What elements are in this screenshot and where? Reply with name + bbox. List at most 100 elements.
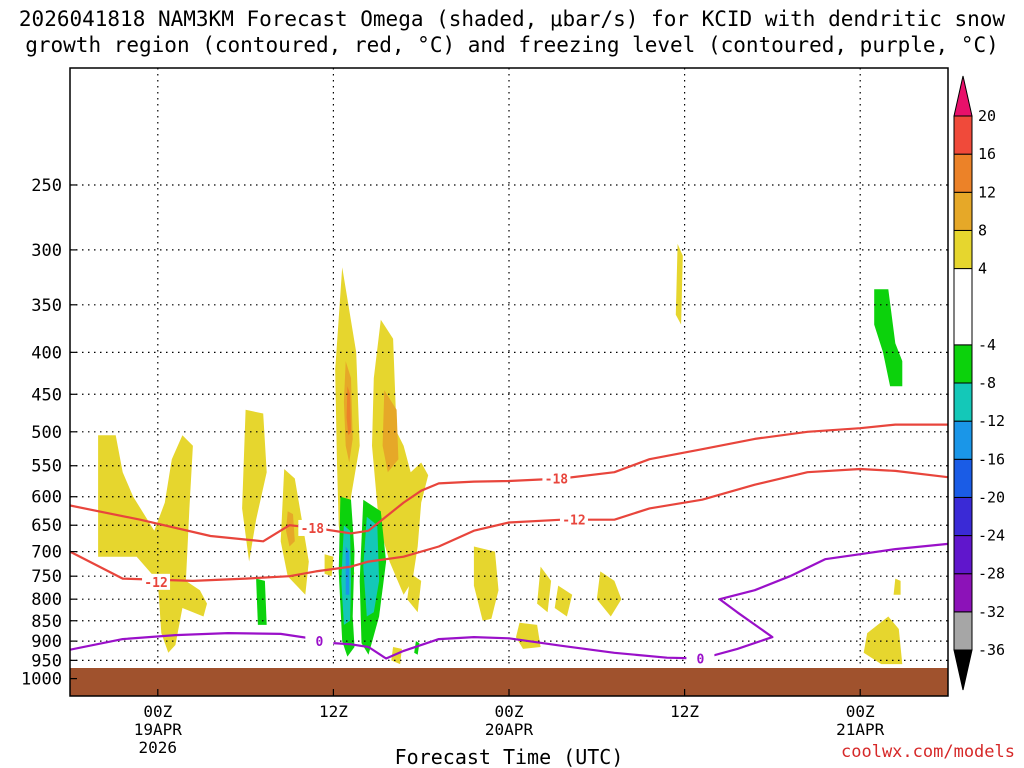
y-tick-label-400: 400 <box>31 343 62 363</box>
x-tick-label-0-1: 19APR <box>134 720 183 739</box>
omega-region-14 <box>554 585 573 617</box>
x-axis-label: Forecast Time (UTC) <box>395 745 624 768</box>
colorbar-bin--12--8 <box>953 382 973 422</box>
colorbar-tick--36: -36 <box>978 641 1005 659</box>
omega-region-6 <box>372 319 429 595</box>
contour-label-bg <box>686 650 715 667</box>
colorbar: 20 16 12 8 4 -4 -8 -12 -16 -20 -24 -28 -32 -36 <box>953 75 1005 691</box>
omega-region-27 <box>874 289 903 387</box>
x-tick-label-4-0: 00Z <box>846 702 875 721</box>
colorbar-bin-12-16 <box>953 153 973 193</box>
omega-shading-layer <box>98 243 903 665</box>
colorbar-bin-16-20 <box>953 115 973 155</box>
colorbar-tick-4: 4 <box>978 260 987 278</box>
contour-label-bg <box>142 573 171 590</box>
colorbar-tick--4: -4 <box>978 336 996 354</box>
y-tick-label-650: 650 <box>31 516 62 536</box>
y-tick-label-1000: 1000 <box>21 670 62 690</box>
omega-region-18 <box>863 616 903 665</box>
colorbar-tick--20: -20 <box>978 488 1005 506</box>
chart-title-line-1: 2026041818 NAM3KM Forecast Omega (shaded… <box>19 7 1006 31</box>
colorbar-tick-12: 12 <box>978 183 996 201</box>
y-tick-label-450: 450 <box>31 385 62 405</box>
colorbar-bin--4-4 <box>953 268 973 346</box>
colorbar-bin--16--12 <box>953 420 973 460</box>
credit-text: coolwx.com/models <box>841 742 1015 762</box>
y-tick-label-250: 250 <box>31 176 62 196</box>
contour-line-1 <box>70 467 948 583</box>
omega-region-20 <box>256 578 267 625</box>
omega-region-1 <box>242 409 267 562</box>
y-tick-label-950: 950 <box>31 651 62 671</box>
y-axis: 2503003504004505005506006507007508008509… <box>21 176 77 690</box>
colorbar-tick-16: 16 <box>978 145 996 163</box>
omega-region-23 <box>414 641 420 655</box>
x-tick-label-0-2: 2026 <box>139 738 178 757</box>
x-tick-label-3-0: 12Z <box>670 702 699 721</box>
omega-region-11 <box>391 647 402 665</box>
y-tick-label-750: 750 <box>31 567 62 587</box>
y-tick-label-850: 850 <box>31 612 62 632</box>
contour-label-2-1: 0 <box>696 652 704 667</box>
colorbar-tick--16: -16 <box>978 450 1005 468</box>
omega-region-0 <box>98 435 207 653</box>
contour-line-2 <box>70 542 948 660</box>
colorbar-tick-20: 20 <box>978 107 996 125</box>
omega-region-26 <box>345 546 350 595</box>
colorbar-bin--8--4 <box>953 344 973 384</box>
colorbar-tick-8: 8 <box>978 221 987 239</box>
x-tick-label-1-0: 12Z <box>319 702 348 721</box>
colorbar-bin-8-12 <box>953 191 973 231</box>
omega-region-8 <box>346 386 351 436</box>
contour-label-group-1-0: -12 <box>142 573 171 591</box>
colorbar-bin--28--24 <box>953 535 973 575</box>
contour-label-group-1-1: -12 <box>559 511 588 529</box>
y-tick-label-600: 600 <box>31 488 62 508</box>
x-tick-label-4-1: 21APR <box>836 720 885 739</box>
gridlines <box>70 68 948 696</box>
contour-label-bg <box>305 633 334 650</box>
omega-region-16 <box>516 622 541 649</box>
omega-region-10 <box>407 573 422 613</box>
omega-region-13 <box>537 566 552 613</box>
contour-label-2-0: 0 <box>315 635 323 650</box>
colorbar-tick--24: -24 <box>978 527 1005 545</box>
contour-label-group-2-1: 0 <box>686 650 715 667</box>
contour-line-0 <box>70 423 948 543</box>
omega-region-15 <box>596 571 622 617</box>
omega-region-12 <box>473 546 499 621</box>
y-tick-label-500: 500 <box>31 423 62 443</box>
x-tick-label-0-0: 00Z <box>143 702 172 721</box>
omega-region-3 <box>286 511 295 547</box>
contour-label-0-1: -18 <box>545 472 569 487</box>
y-tick-label-900: 900 <box>31 632 62 652</box>
plot-area: -18 -18 -12 -12 0 0 <box>70 68 948 696</box>
contour-label-group-2-0: 0 <box>305 633 334 650</box>
colorbar-bin--32--28 <box>953 573 973 613</box>
colorbar-bin--20--16 <box>953 458 973 498</box>
colorbar-tick--8: -8 <box>978 374 996 392</box>
contour-label-group-0-1: -18 <box>542 470 571 487</box>
colorbar-bin--24--20 <box>953 496 973 537</box>
omega-region-4 <box>324 554 334 577</box>
omega-region-2 <box>280 469 309 595</box>
colorbar-tick--28: -28 <box>978 565 1005 583</box>
contour-label-0-0: -18 <box>301 522 325 537</box>
y-tick-label-700: 700 <box>31 543 62 563</box>
colorbar-tick--32: -32 <box>978 603 1005 621</box>
omega-region-19 <box>893 578 901 595</box>
colorbar-tick--12: -12 <box>978 412 1005 430</box>
contour-label-bg <box>298 519 327 536</box>
colorbar-bin--36--32 <box>953 611 973 651</box>
chart-title-line-2: growth region (contoured, red, °C) and f… <box>25 33 999 57</box>
colorbar-top-triangle <box>953 75 973 117</box>
contour-label-1-0: -12 <box>144 576 167 591</box>
omega-region-9 <box>382 390 399 473</box>
colorbar-bin-4-8 <box>953 229 973 270</box>
contour-layer: -18 -18 -12 -12 0 0 <box>70 423 948 667</box>
colorbar-bottom-triangle <box>953 649 973 691</box>
omega-region-25 <box>363 516 380 617</box>
contour-label-bg <box>559 511 588 528</box>
